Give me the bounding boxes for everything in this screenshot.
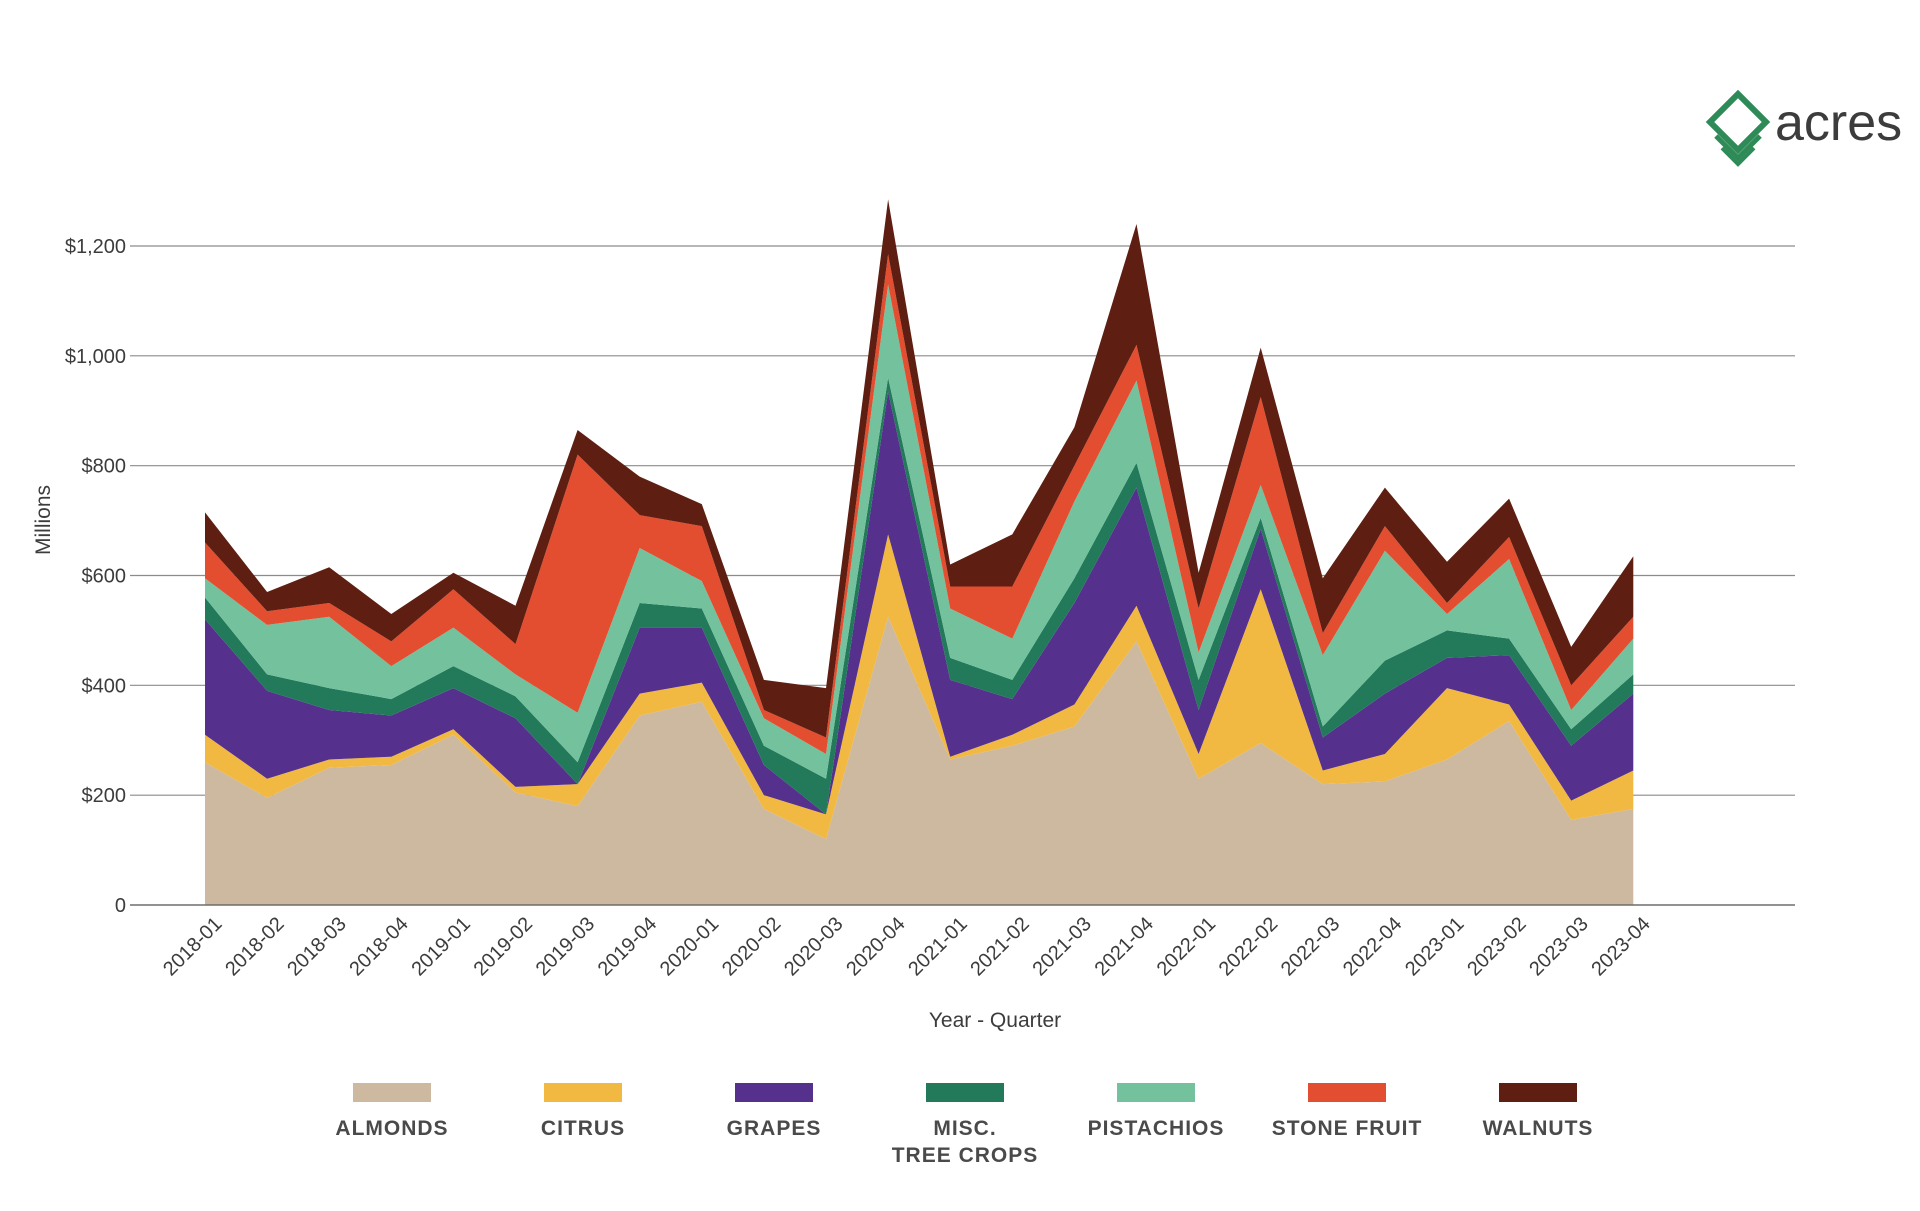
x-tick-label: 2019-02 bbox=[470, 913, 537, 980]
legend-item: STONE FRUIT bbox=[1272, 1083, 1423, 1140]
x-tick-label: 2019-04 bbox=[594, 913, 661, 980]
legend-swatch bbox=[735, 1083, 813, 1102]
legend-label: GRAPES bbox=[727, 1117, 822, 1140]
legend-label: WALNUTS bbox=[1483, 1117, 1594, 1140]
legend-label: STONE FRUIT bbox=[1272, 1117, 1423, 1140]
x-tick-label: 2018-04 bbox=[345, 913, 412, 980]
x-tick-label: 2022-02 bbox=[1215, 913, 1282, 980]
x-tick-label: 2019-03 bbox=[532, 913, 599, 980]
acres-logo-text: acres bbox=[1775, 94, 1902, 152]
legend-item: ALMONDS bbox=[335, 1083, 448, 1140]
y-tick-label: 0 bbox=[115, 895, 126, 917]
area-almonds bbox=[205, 616, 1634, 905]
y-axis-title: Millions bbox=[32, 485, 55, 555]
area-citrus bbox=[205, 534, 1634, 840]
legend-swatch bbox=[926, 1083, 1004, 1102]
y-tick-labels: 0 $200 $400 $600 $800 $1,000 $1,200 bbox=[65, 236, 126, 917]
legend: ALMONDS CITRUS GRAPES MISC. TREE CROPS PISTAC… bbox=[335, 1083, 1594, 1167]
x-tick-label: 2020-02 bbox=[718, 913, 785, 980]
legend-swatch bbox=[1499, 1083, 1577, 1102]
x-tick-label: 2020-01 bbox=[656, 913, 723, 980]
y-tick-label: $600 bbox=[82, 566, 127, 588]
x-tick-label: 2021-04 bbox=[1091, 913, 1158, 980]
acres-logo: acres bbox=[1705, 89, 1902, 167]
legend-label: MISC. bbox=[933, 1117, 996, 1140]
x-tick-label: 2020-04 bbox=[842, 913, 909, 980]
x-tick-label: 2023-04 bbox=[1587, 913, 1654, 980]
legend-item: GRAPES bbox=[727, 1083, 822, 1140]
x-tick-label: 2018-02 bbox=[221, 913, 288, 980]
x-tick-label: 2019-01 bbox=[407, 913, 474, 980]
legend-item: MISC. TREE CROPS bbox=[892, 1083, 1039, 1167]
x-tick-label: 2023-02 bbox=[1463, 913, 1530, 980]
legend-label: CITRUS bbox=[541, 1117, 625, 1140]
area-series-layer bbox=[205, 199, 1634, 905]
x-tick-label: 2021-03 bbox=[1028, 913, 1095, 980]
acres-logo-icon bbox=[1705, 89, 1771, 167]
x-tick-label: 2021-01 bbox=[904, 913, 971, 980]
x-tick-label: 2018-03 bbox=[283, 913, 350, 980]
legend-item: CITRUS bbox=[541, 1083, 625, 1140]
area-stone-fruit bbox=[205, 254, 1634, 754]
x-tick-label: 2018-01 bbox=[159, 913, 226, 980]
area-grapes bbox=[205, 391, 1634, 815]
x-tick-label: 2022-01 bbox=[1153, 913, 1220, 980]
legend-label: PISTACHIOS bbox=[1088, 1117, 1225, 1140]
legend-swatch bbox=[544, 1083, 622, 1102]
legend-swatch bbox=[1308, 1083, 1386, 1102]
x-tick-label: 2023-01 bbox=[1401, 913, 1468, 980]
y-tick-label: $1,200 bbox=[65, 236, 126, 258]
x-tick-labels: 2018-012018-022018-032018-042019-012019-… bbox=[159, 913, 1655, 980]
x-tick-label: 2022-04 bbox=[1339, 913, 1406, 980]
x-tick-label: 2023-03 bbox=[1525, 913, 1592, 980]
legend-item: PISTACHIOS bbox=[1088, 1083, 1225, 1140]
y-tick-label: $800 bbox=[82, 456, 127, 478]
x-tick-label: 2021-02 bbox=[966, 913, 1033, 980]
legend-label: TREE CROPS bbox=[892, 1144, 1039, 1167]
legend-item: WALNUTS bbox=[1483, 1083, 1594, 1140]
x-axis-title: Year - Quarter bbox=[929, 1009, 1061, 1032]
legend-label: ALMONDS bbox=[335, 1117, 448, 1140]
legend-swatch bbox=[353, 1083, 431, 1102]
x-tick-label: 2022-03 bbox=[1277, 913, 1344, 980]
legend-swatch bbox=[1117, 1083, 1195, 1102]
y-tick-label: $1,000 bbox=[65, 346, 126, 368]
x-tick-label: 2020-03 bbox=[780, 913, 847, 980]
y-tick-label: $200 bbox=[82, 785, 127, 807]
y-tick-label: $400 bbox=[82, 675, 127, 697]
